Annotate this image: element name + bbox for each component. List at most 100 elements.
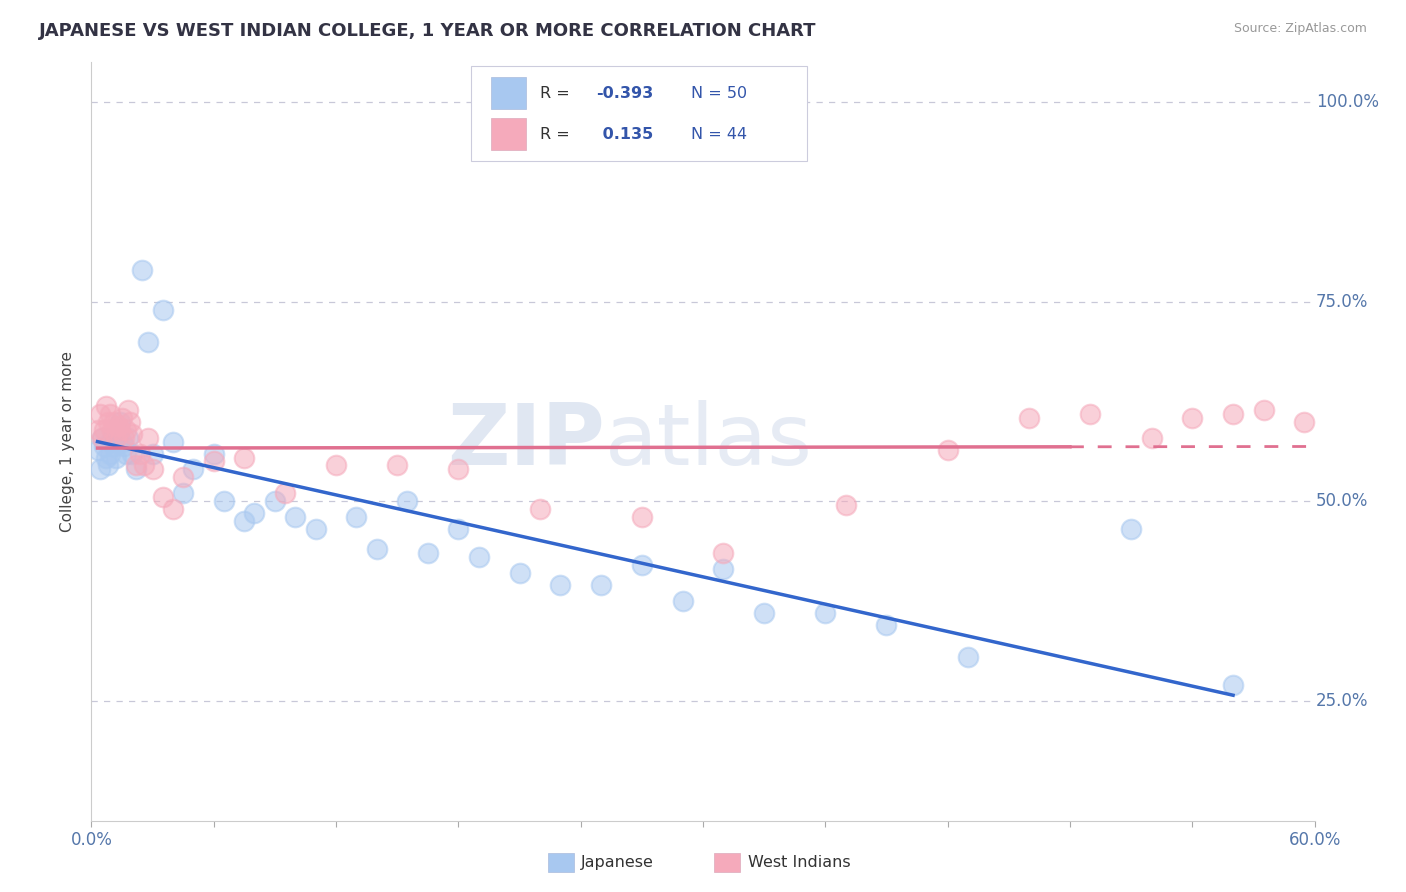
- Point: [97, 415, 120, 429]
- Point: [325, 458, 347, 473]
- Text: JAPANESE VS WEST INDIAN COLLEGE, 1 YEAR OR MORE CORRELATION CHART: JAPANESE VS WEST INDIAN COLLEGE, 1 YEAR …: [39, 22, 817, 40]
- Point: [89, 462, 111, 476]
- Point: [1140, 431, 1163, 445]
- Point: [107, 418, 129, 433]
- Point: [112, 438, 135, 452]
- Point: [107, 434, 129, 449]
- Point: [936, 442, 959, 457]
- Point: [956, 650, 979, 665]
- Point: [111, 410, 134, 425]
- Point: [94, 450, 117, 465]
- Point: [117, 402, 139, 417]
- Point: [108, 415, 131, 429]
- Point: [447, 522, 470, 536]
- Point: [121, 426, 143, 441]
- Point: [121, 446, 143, 460]
- Text: 25.0%: 25.0%: [1316, 692, 1368, 710]
- Point: [754, 606, 776, 620]
- Point: [1080, 407, 1102, 421]
- Bar: [491, 119, 526, 150]
- Point: [152, 302, 174, 317]
- Point: [172, 470, 194, 484]
- Point: [104, 450, 127, 465]
- Point: [591, 578, 613, 592]
- Point: [131, 263, 153, 277]
- Point: [89, 407, 111, 421]
- Point: [447, 462, 470, 476]
- Point: [202, 454, 225, 468]
- Point: [125, 462, 148, 476]
- Point: [631, 510, 654, 524]
- Point: [467, 550, 491, 565]
- Point: [396, 494, 419, 508]
- Point: [162, 502, 184, 516]
- Point: [1121, 522, 1143, 536]
- Point: [366, 542, 388, 557]
- Point: [141, 446, 163, 460]
- Point: [711, 562, 734, 576]
- Point: [416, 546, 439, 560]
- Point: [98, 407, 121, 421]
- Text: Source: ZipAtlas.com: Source: ZipAtlas.com: [1233, 22, 1367, 36]
- Point: [115, 423, 138, 437]
- Point: [134, 458, 156, 473]
- Point: [162, 434, 184, 449]
- Point: [385, 458, 409, 473]
- Text: R =: R =: [540, 86, 575, 101]
- Point: [243, 507, 266, 521]
- Point: [152, 491, 174, 505]
- Point: [233, 514, 256, 528]
- Point: [93, 423, 115, 437]
- Text: 0.135: 0.135: [596, 127, 652, 142]
- Point: [529, 502, 551, 516]
- Point: [304, 522, 326, 536]
- Text: ZIP: ZIP: [447, 400, 605, 483]
- Point: [104, 431, 127, 445]
- Point: [202, 446, 225, 460]
- Point: [98, 446, 121, 460]
- Text: 50.0%: 50.0%: [1316, 492, 1368, 510]
- Text: atlas: atlas: [605, 400, 813, 483]
- Point: [284, 510, 307, 524]
- Text: Japanese: Japanese: [581, 855, 654, 870]
- Point: [111, 434, 134, 449]
- Point: [1222, 678, 1244, 692]
- Y-axis label: College, 1 year or more: College, 1 year or more: [60, 351, 76, 532]
- Point: [875, 618, 898, 632]
- Point: [120, 415, 142, 429]
- Point: [509, 566, 531, 581]
- Point: [86, 423, 108, 437]
- Point: [631, 558, 654, 573]
- Point: [1253, 402, 1275, 417]
- Point: [93, 438, 115, 452]
- Point: [115, 446, 138, 460]
- Point: [1181, 410, 1204, 425]
- Point: [108, 423, 131, 437]
- Point: [141, 462, 163, 476]
- Point: [129, 446, 152, 460]
- Point: [117, 431, 139, 445]
- Point: [138, 334, 160, 349]
- Text: -0.393: -0.393: [596, 86, 654, 101]
- Point: [112, 431, 135, 445]
- Text: N = 50: N = 50: [690, 86, 747, 101]
- Point: [172, 486, 194, 500]
- Point: [233, 450, 256, 465]
- Point: [103, 438, 125, 452]
- Point: [86, 442, 108, 457]
- Point: [711, 546, 734, 560]
- Point: [1018, 410, 1040, 425]
- FancyBboxPatch shape: [471, 66, 807, 161]
- Point: [94, 399, 117, 413]
- Point: [264, 494, 287, 508]
- Text: West Indians: West Indians: [748, 855, 851, 870]
- Text: R =: R =: [540, 127, 575, 142]
- Point: [835, 499, 858, 513]
- Point: [101, 423, 124, 437]
- Point: [672, 594, 695, 608]
- Point: [90, 431, 112, 445]
- Point: [1222, 407, 1244, 421]
- Text: 75.0%: 75.0%: [1316, 293, 1368, 311]
- Point: [212, 494, 235, 508]
- Point: [550, 578, 572, 592]
